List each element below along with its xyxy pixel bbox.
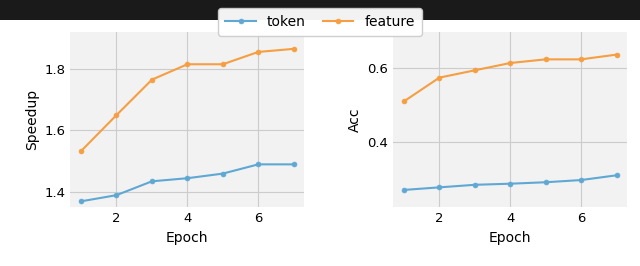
Line: feature: feature: [401, 52, 619, 104]
token: [577, 178, 585, 182]
Y-axis label: Speedup: Speedup: [25, 89, 39, 150]
Line: token: token: [401, 173, 619, 192]
feature: [471, 69, 479, 72]
token: [612, 174, 620, 177]
token: [542, 181, 550, 184]
token: [471, 183, 479, 186]
Line: feature: feature: [79, 47, 296, 153]
token: [184, 177, 191, 180]
Y-axis label: Acc: Acc: [348, 107, 362, 132]
Line: token: token: [79, 162, 296, 204]
Legend: token, feature: token, feature: [218, 8, 422, 36]
feature: [400, 100, 408, 103]
feature: [577, 58, 585, 61]
token: [77, 200, 85, 203]
X-axis label: Epoch: Epoch: [489, 231, 531, 245]
X-axis label: Epoch: Epoch: [166, 231, 209, 245]
feature: [435, 76, 443, 79]
feature: [148, 78, 156, 81]
token: [148, 180, 156, 183]
token: [290, 163, 298, 166]
token: [400, 188, 408, 192]
token: [255, 163, 262, 166]
feature: [542, 58, 550, 61]
feature: [255, 50, 262, 53]
feature: [77, 149, 85, 153]
feature: [290, 47, 298, 51]
feature: [113, 114, 120, 117]
token: [113, 194, 120, 197]
token: [435, 186, 443, 189]
feature: [184, 63, 191, 66]
feature: [506, 61, 514, 65]
feature: [219, 63, 227, 66]
token: [219, 172, 227, 175]
token: [506, 182, 514, 185]
feature: [612, 53, 620, 56]
